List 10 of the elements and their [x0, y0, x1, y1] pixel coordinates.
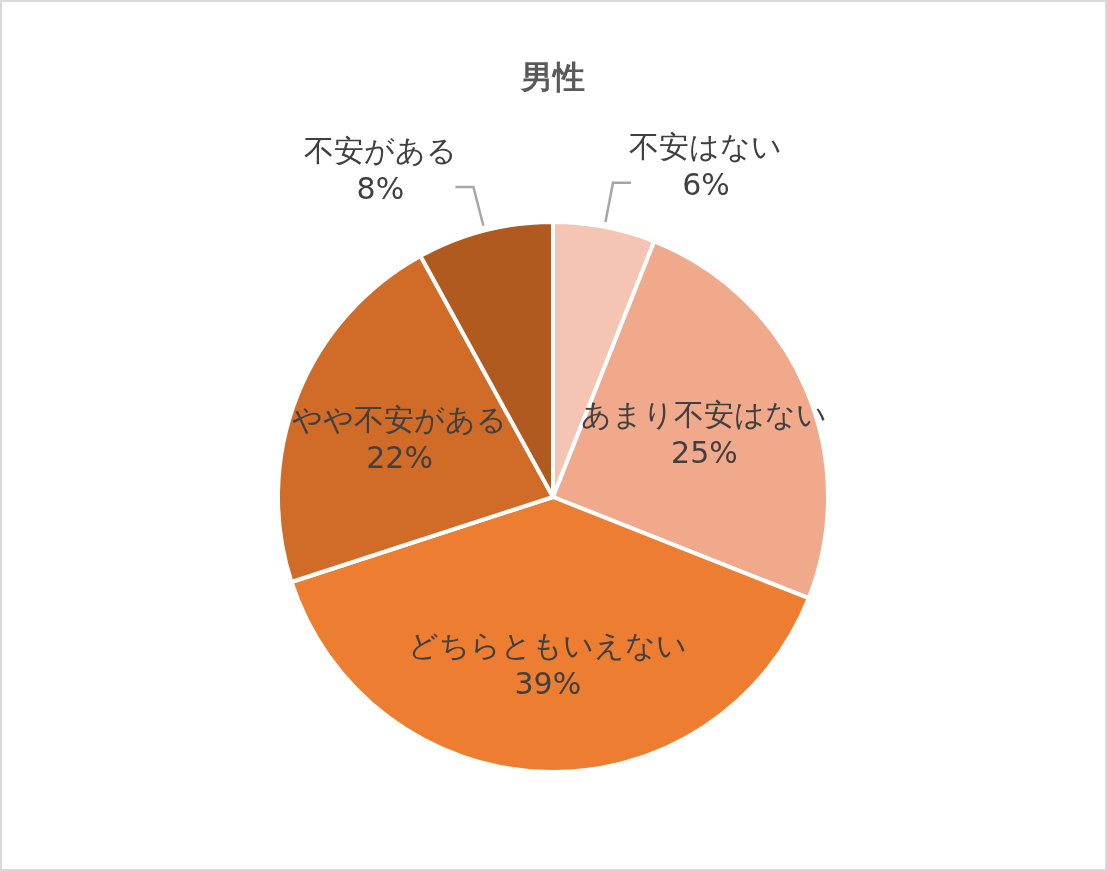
data-label: 39%	[514, 665, 582, 701]
data-label: 22%	[366, 440, 433, 476]
chart-title: 男性	[520, 58, 585, 96]
slice-label: どちらともいえない	[408, 627, 688, 663]
data-label: 6%	[682, 166, 730, 202]
data-label: 8%	[356, 171, 405, 207]
slice-label: やや不安がある	[292, 402, 508, 438]
data-label: 25%	[671, 435, 738, 471]
slice-label: 不安がある	[303, 133, 457, 169]
slice-label: 不安はない	[629, 128, 783, 164]
